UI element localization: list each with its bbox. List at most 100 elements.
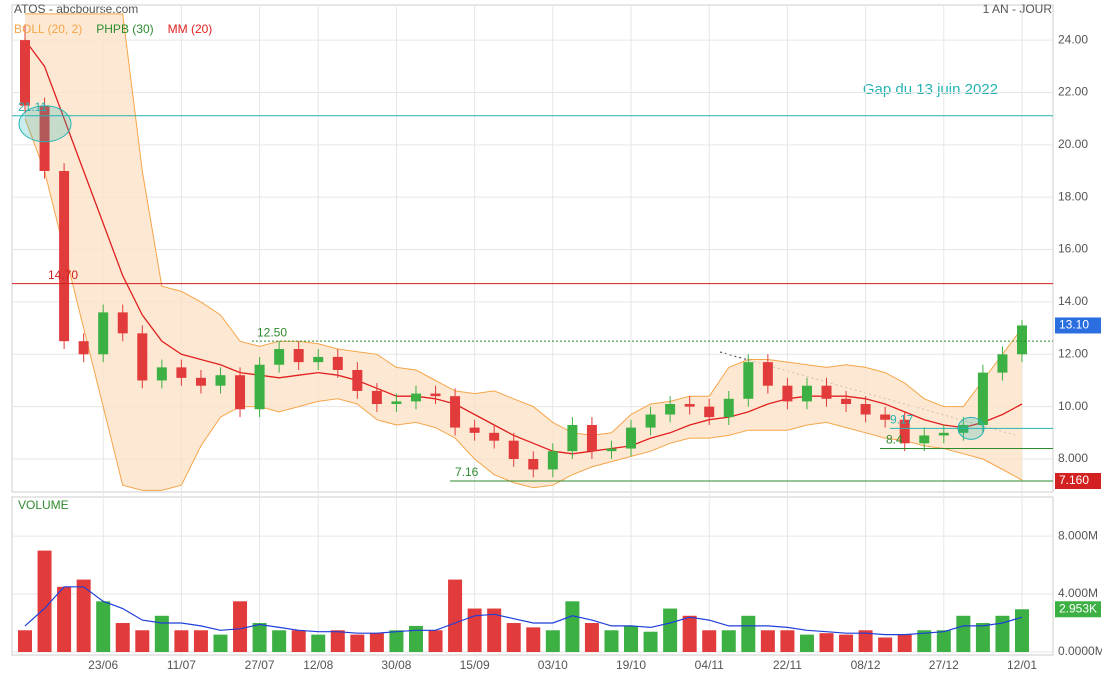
volume-bar	[995, 615, 1010, 652]
candle-body	[821, 385, 832, 399]
candle-body	[665, 404, 676, 415]
candle-body	[743, 362, 754, 399]
volume-bar	[213, 634, 228, 652]
candle-body	[567, 424, 578, 452]
volume-bar	[858, 630, 873, 652]
volume-bar	[428, 630, 443, 652]
highlight	[957, 416, 985, 440]
candle-body	[841, 398, 852, 405]
volume-bar	[545, 630, 560, 652]
y-tick-label: 10.00	[1058, 399, 1088, 413]
candle-body	[958, 424, 969, 433]
volume-title: VOLUME	[18, 498, 69, 512]
volume-bar	[702, 630, 717, 652]
candle-body	[938, 432, 949, 436]
candle-body	[20, 40, 30, 106]
candle-body	[645, 414, 656, 428]
x-tick-label: 30/08	[381, 658, 411, 672]
volume-bar	[760, 630, 775, 652]
y-tick-label: 0.0000M	[1058, 644, 1102, 658]
y-tick-label: 14.00	[1058, 294, 1088, 308]
y-tick-label: 24.00	[1058, 32, 1088, 46]
candle-body	[919, 435, 930, 444]
bollinger-line	[24, 118, 1023, 491]
volume-bar	[115, 623, 130, 652]
candle-body	[430, 393, 441, 397]
x-tick-label: 03/10	[538, 658, 568, 672]
candle-body	[626, 427, 637, 449]
x-tick-label: 23/06	[88, 658, 118, 672]
candle-body	[997, 354, 1008, 373]
candle-body	[782, 385, 793, 402]
volume-bar	[330, 630, 345, 652]
x-tick-label: 12/08	[303, 658, 333, 672]
candle-body	[176, 367, 187, 378]
x-tick-label: 22/11	[773, 658, 802, 672]
volume-bar	[878, 637, 893, 652]
volume-bar	[291, 630, 306, 652]
candle-body	[450, 396, 461, 428]
y-tick-label: 16.00	[1058, 242, 1088, 256]
moving-average	[24, 39, 1023, 455]
candle-body	[469, 427, 480, 433]
candle-body	[371, 390, 382, 405]
last-price-tag: 13.10	[1059, 318, 1089, 332]
volume-bar	[584, 623, 599, 652]
volume-tag: 2.953K	[1059, 601, 1097, 615]
candle-body	[704, 406, 715, 418]
volume-bar	[663, 608, 678, 652]
volume-bar	[565, 601, 580, 652]
annotation: Gap du 13 juin 2022	[863, 81, 998, 98]
candle-body	[880, 414, 891, 420]
x-tick-label: 12/01	[1007, 658, 1037, 672]
legend-entry: BOLL (20, 2)	[14, 22, 82, 36]
volume-bar	[135, 630, 150, 652]
volume-bar	[389, 630, 404, 652]
level-label: 14.70	[48, 268, 78, 282]
volume-bar	[897, 634, 912, 652]
x-tick-label: 27/12	[929, 658, 959, 672]
volume-bar	[526, 627, 541, 652]
candle-body	[215, 375, 226, 386]
candle-body	[78, 341, 89, 355]
volume-bar	[936, 630, 951, 652]
last-price-tag-bg	[1055, 317, 1101, 334]
volume-bar	[233, 601, 248, 652]
level-label: 7.16	[455, 465, 479, 479]
volume-bar	[76, 579, 91, 652]
volume-bar	[975, 623, 990, 652]
candle-body	[1017, 325, 1027, 355]
volume-bar	[839, 634, 854, 652]
volume-bar	[819, 633, 834, 652]
x-tick-label: 11/07	[167, 658, 196, 672]
volume-bar	[780, 630, 795, 652]
legend-entry: MM (20)	[168, 22, 213, 36]
candle-body	[235, 375, 246, 410]
candle-body	[332, 356, 343, 370]
volume-bar	[174, 630, 189, 652]
volume-bar	[369, 633, 384, 652]
candle-body	[391, 401, 402, 405]
x-tick-label: 15/09	[460, 658, 490, 672]
candle-body	[528, 459, 539, 470]
candle-body	[39, 105, 50, 171]
volume-bar	[37, 550, 52, 652]
candle-body	[801, 385, 812, 402]
candle-body	[195, 377, 206, 386]
volume-average	[24, 586, 1023, 636]
y-tick-label: 12.00	[1058, 346, 1088, 360]
volume-bar	[487, 608, 502, 652]
price-layer	[20, 13, 1027, 491]
volume-bar	[467, 608, 482, 652]
candle-body	[547, 451, 558, 470]
volume-bar	[682, 615, 697, 652]
candle-body	[899, 419, 910, 444]
y-tick-label: 8.000	[1058, 451, 1088, 465]
volume-bar	[956, 615, 971, 652]
volume-bar	[624, 625, 639, 652]
volume-bar	[643, 631, 658, 652]
volume-bar	[448, 579, 463, 652]
volume-panel	[11, 496, 1054, 656]
volume-bar	[506, 623, 521, 652]
